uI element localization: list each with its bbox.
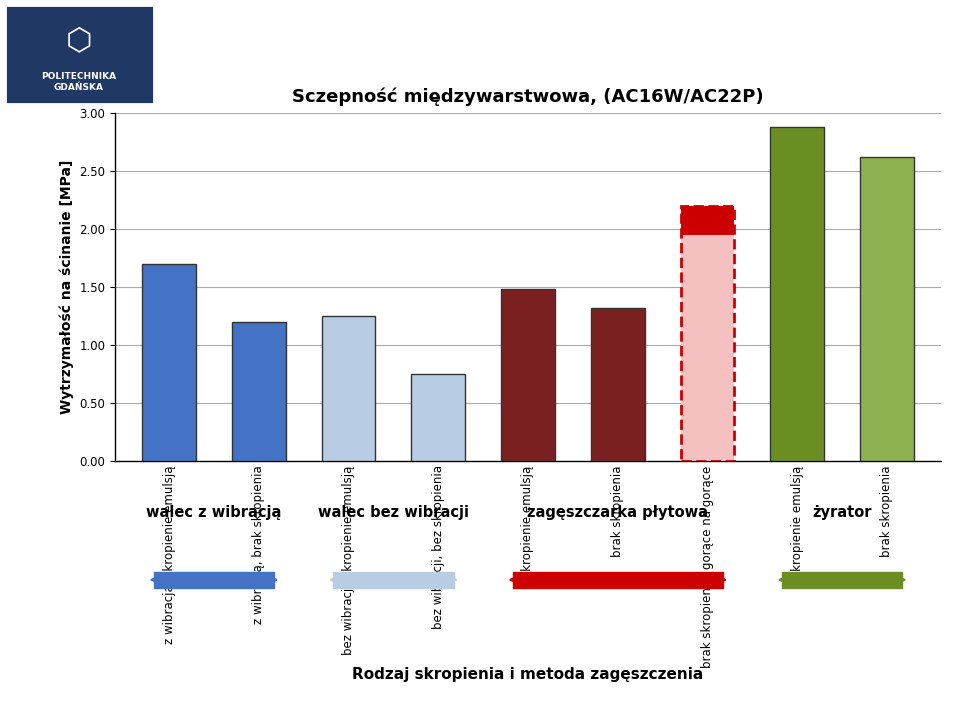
Title: Sczepność międzywarstwowa, (AC16W/AC22P): Sczepność międzywarstwowa, (AC16W/AC22P) [292,87,764,106]
Text: Wyniki badań (2): Wyniki badań (2) [365,32,749,77]
Text: ⬡: ⬡ [65,27,92,56]
Text: walec bez wibracji: walec bez wibracji [318,505,468,520]
Bar [501,289,555,461]
Y-axis label: Wytrzymałość na ścinanie [MPa]: Wytrzymałość na ścinanie [MPa] [60,160,74,414]
Text: Rodzaj skropienia i metoda zagęszczenia: Rodzaj skropienia i metoda zagęszczenia [352,667,704,682]
Bar [590,308,645,461]
Text: zagęszczarka płytowa: zagęszczarka płytowa [527,505,708,520]
Bar [770,127,824,461]
Bar [860,157,914,461]
Bar [5,6,154,103]
Bar [142,264,196,461]
Bar [681,206,734,461]
Bar [681,206,734,461]
Bar [411,374,466,461]
Text: POLITECHNIKA
GDAŃSKA: POLITECHNIKA GDAŃSKA [41,72,116,92]
Text: żyrator: żyrator [812,505,872,520]
Bar [232,322,286,461]
Bar [681,206,734,234]
Text: walec z wibracją: walec z wibracją [146,505,281,520]
Bar [322,316,375,461]
